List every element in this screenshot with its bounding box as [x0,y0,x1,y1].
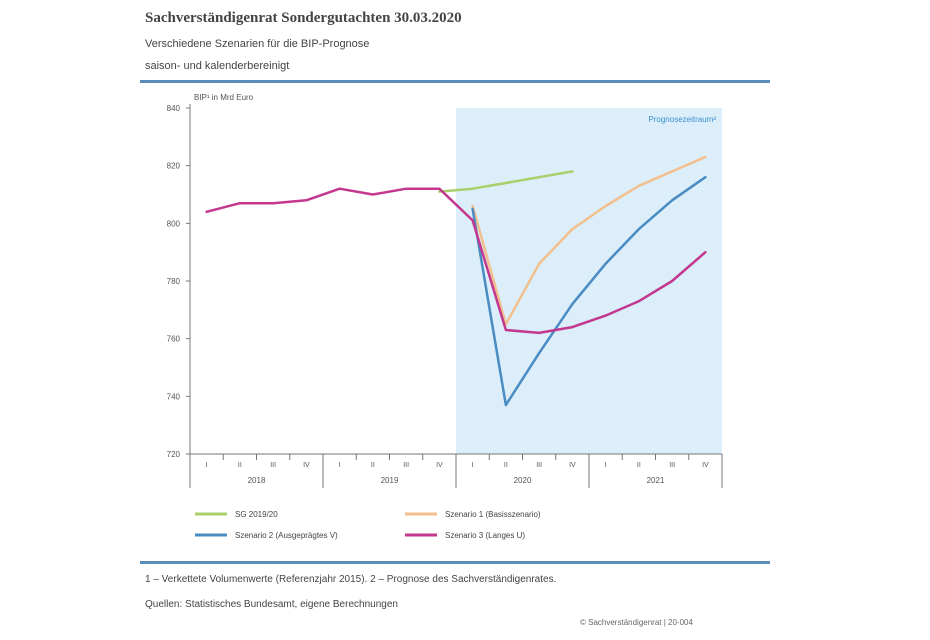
series-line-green [438,170,574,193]
legend-label: SG 2019/20 [235,510,278,519]
year-label: 2020 [514,476,532,485]
legend-label: Szenario 2 (Ausgeprägtes V) [235,531,338,540]
x-tick-label: III [403,462,409,469]
x-tick-label: II [371,462,375,469]
y-tick-label: 800 [167,219,181,228]
y-tick-label: 740 [167,392,181,401]
chart-title: Sachverständigenrat Sondergutachten 30.0… [145,10,462,26]
bip-scenario-chart: Prognosezeitraum² 720 740 760 780 800 820 840 B… [167,93,723,540]
forecast-label: Prognosezeitraum² [648,115,716,124]
series-line-orange [471,155,707,326]
x-tick-label: I [472,462,474,469]
bottom-rule [140,561,770,564]
x-tick-label: IV [303,462,310,469]
x-tick-label: I [605,462,607,469]
chart-subtitle-adjustment: saison- und kalenderbereinigt [145,60,290,72]
legend-label: Szenario 3 (Langes U) [445,531,525,540]
forecast-region [456,108,722,454]
y-tick-label: 820 [167,162,181,171]
y-tick-label: 720 [167,450,181,459]
x-tick-label: IV [702,462,709,469]
x-tick-label: IV [569,462,576,469]
sources: Quellen: Statistisches Bundesamt, eigene… [145,599,398,610]
year-label: 2018 [248,476,266,485]
x-tick-label: III [270,462,276,469]
x-tick-label: II [637,462,641,469]
y-tick-label: 760 [167,335,181,344]
x-tick-label: IV [436,462,443,469]
top-rule [140,80,770,83]
y-tick-label: 780 [167,277,181,286]
credit: © Sachverständigenrat | 20-004 [580,618,693,627]
x-tick-label: I [206,462,208,469]
x-tick-label: III [536,462,542,469]
year-label: 2019 [381,476,399,485]
x-tick-label: III [669,462,675,469]
series-line-magenta [205,187,707,335]
x-tick-label: I [339,462,341,469]
y-tick-label: 840 [167,104,181,113]
series-line-blue [471,175,707,407]
year-label: 2021 [647,476,665,485]
legend-label: Szenario 1 (Basisszenario) [445,510,541,519]
x-tick-label: II [504,462,508,469]
y-axis-label: BIP¹ in Mrd Euro [194,93,254,102]
footnotes: 1 – Verkettete Volumenwerte (Referenzjah… [145,574,557,585]
chart-subtitle: Verschiedene Szenarien für die BIP-Progn… [145,38,370,50]
x-tick-label: II [238,462,242,469]
